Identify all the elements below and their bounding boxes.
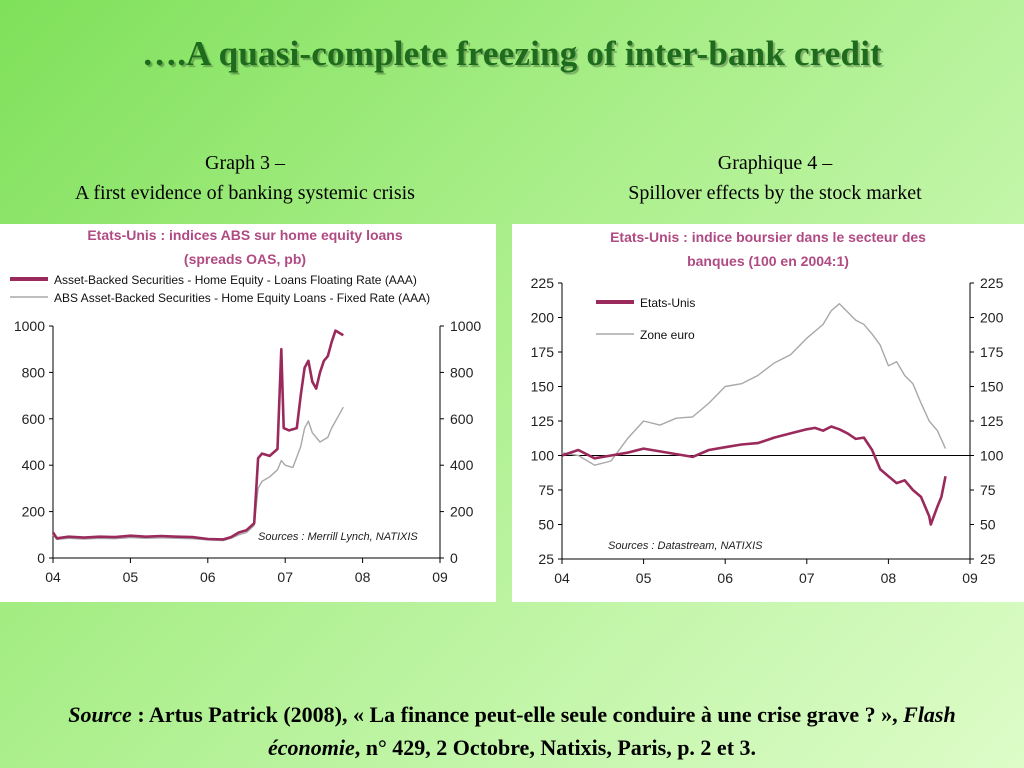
y-tick-label-left: 600 — [22, 411, 46, 427]
legend-label: Zone euro — [640, 328, 695, 342]
x-tick-label: 09 — [962, 570, 978, 586]
y-tick-label-right: 200 — [980, 310, 1004, 326]
legend-label: Asset-Backed Securities - Home Equity - … — [54, 273, 417, 287]
caption-left-subtitle: A first evidence of banking systemic cri… — [75, 182, 415, 204]
chart-source-note: Sources : Merrill Lynch, NATIXIS — [258, 531, 418, 543]
x-tick-label: 06 — [717, 570, 733, 586]
caption-right-heading: Graphique 4 – — [717, 152, 833, 174]
y-tick-label-right: 50 — [980, 517, 996, 533]
y-tick-label-left: 25 — [538, 551, 554, 567]
x-tick-label: 06 — [200, 569, 216, 585]
y-tick-label-left: 125 — [531, 413, 555, 429]
y-tick-label-right: 0 — [450, 550, 458, 566]
y-tick-label-right: 175 — [980, 344, 1004, 360]
chart-source-note: Sources : Datastream, NATIXIS — [608, 540, 763, 552]
y-tick-label-left: 400 — [22, 457, 46, 473]
legend-label: Etats-Unis — [640, 296, 695, 310]
chart-subtitle: banques (100 en 2004:1) — [687, 253, 849, 269]
y-tick-label-right: 75 — [980, 482, 996, 498]
y-tick-label-left: 200 — [22, 504, 46, 520]
y-tick-label-left: 200 — [531, 310, 555, 326]
y-tick-label-left: 175 — [531, 344, 555, 360]
y-tick-label-right: 600 — [450, 411, 474, 427]
series-line-accent — [561, 425, 947, 526]
x-tick-label: 05 — [636, 570, 652, 586]
legend-label: ABS Asset-Backed Securities - Home Equit… — [54, 291, 430, 305]
series-line-grey — [52, 406, 344, 542]
chart-bank-index: Etats-Unis : indice boursier dans le sec… — [531, 229, 1004, 586]
x-tick-label: 08 — [881, 570, 897, 586]
y-tick-label-right: 100 — [980, 448, 1004, 464]
y-tick-label-left: 0 — [37, 550, 45, 566]
x-tick-label: 04 — [554, 570, 570, 586]
y-tick-label-right: 125 — [980, 413, 1004, 429]
y-tick-label-left: 50 — [538, 517, 554, 533]
y-tick-label-left: 800 — [22, 364, 46, 380]
x-tick-label: 07 — [799, 570, 815, 586]
y-tick-label-right: 400 — [450, 457, 474, 473]
source-text-1: : Artus Patrick (2008), « La finance peu… — [131, 702, 904, 727]
chart-panel-bank-index: Etats-Unis : indice boursier dans le sec… — [512, 224, 1024, 602]
y-tick-label-right: 225 — [980, 275, 1004, 291]
y-tick-label-right: 25 — [980, 551, 996, 567]
chart-title: Etats-Unis : indices ABS sur home equity… — [87, 227, 403, 243]
y-tick-label-left: 225 — [531, 275, 555, 291]
y-tick-label-right: 800 — [450, 364, 474, 380]
x-tick-label: 07 — [277, 569, 293, 585]
chart-title: Etats-Unis : indice boursier dans le sec… — [610, 229, 926, 245]
y-tick-label-left: 75 — [538, 482, 554, 498]
x-tick-label: 04 — [45, 569, 61, 585]
y-tick-label-right: 1000 — [450, 318, 481, 334]
slide-title: ….A quasi-complete freezing of inter-ban… — [142, 34, 882, 73]
x-tick-label: 08 — [355, 569, 371, 585]
caption-left-heading: Graph 3 – — [205, 152, 285, 174]
series-line-accent — [51, 329, 344, 541]
y-tick-label-left: 150 — [531, 379, 555, 395]
chart-panel-abs-spreads: Etats-Unis : indices ABS sur home equity… — [0, 224, 496, 602]
chart-abs-spreads: Etats-Unis : indices ABS sur home equity… — [10, 227, 481, 585]
y-tick-label-left: 100 — [531, 448, 555, 464]
caption-right-subtitle: Spillover effects by the stock market — [628, 182, 922, 204]
series-line-grey — [561, 303, 947, 466]
x-tick-label: 05 — [123, 569, 139, 585]
y-tick-label-right: 200 — [450, 504, 474, 520]
caption-left: Graph 3 – A first evidence of banking sy… — [40, 148, 450, 208]
x-tick-label: 09 — [432, 569, 448, 585]
source-journal: Flash économie — [267, 702, 956, 760]
chart-subtitle: (spreads OAS, pb) — [184, 251, 306, 267]
caption-right: Graphique 4 – Spillover effects by the s… — [560, 148, 990, 208]
source-citation: Source : Artus Patrick (2008), « La fina… — [20, 698, 1004, 764]
source-label: Source — [68, 702, 132, 727]
y-tick-label-left: 1000 — [14, 318, 45, 334]
source-text-2: , n° 429, 2 Octobre, Natixis, Paris, p. … — [354, 735, 757, 760]
y-tick-label-right: 150 — [980, 379, 1004, 395]
